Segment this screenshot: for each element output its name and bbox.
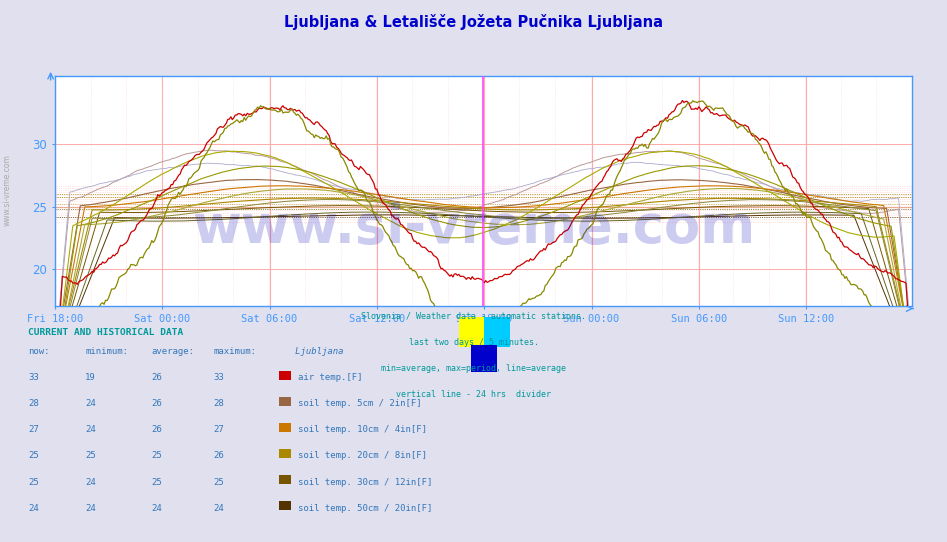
Text: minimum:: minimum: — [85, 347, 128, 357]
Text: 24: 24 — [85, 478, 96, 487]
Text: 25: 25 — [213, 478, 223, 487]
Text: air temp.[F]: air temp.[F] — [298, 373, 363, 383]
Text: 26: 26 — [213, 451, 223, 461]
Text: 24: 24 — [213, 504, 223, 513]
Text: Ljubljana: Ljubljana — [279, 347, 344, 357]
Text: 26: 26 — [152, 373, 162, 383]
Text: 19: 19 — [85, 373, 96, 383]
Text: soil temp. 50cm / 20in[F]: soil temp. 50cm / 20in[F] — [298, 504, 433, 513]
Text: 24: 24 — [85, 425, 96, 435]
Text: 27: 27 — [213, 425, 223, 435]
Text: soil temp. 10cm / 4in[F]: soil temp. 10cm / 4in[F] — [298, 425, 427, 435]
Text: 25: 25 — [28, 478, 39, 487]
Text: 26: 26 — [152, 425, 162, 435]
Text: average:: average: — [152, 347, 194, 357]
Text: 24: 24 — [85, 504, 96, 513]
Text: 24: 24 — [152, 504, 162, 513]
Text: last two days / 5 minutes.: last two days / 5 minutes. — [408, 338, 539, 347]
Text: Ljubljana & Letališče Jožeta Pučnika Ljubljana: Ljubljana & Letališče Jožeta Pučnika Lju… — [284, 14, 663, 30]
Text: soil temp. 20cm / 8in[F]: soil temp. 20cm / 8in[F] — [298, 451, 427, 461]
Text: soil temp. 5cm / 2in[F]: soil temp. 5cm / 2in[F] — [298, 399, 422, 409]
Text: 24: 24 — [28, 504, 39, 513]
Text: www.si-vreme.com: www.si-vreme.com — [3, 154, 12, 225]
Text: Slovenia / Weather data - automatic stations.: Slovenia / Weather data - automatic stat… — [361, 312, 586, 321]
Text: www.si-vreme.com: www.si-vreme.com — [192, 202, 755, 254]
Text: 28: 28 — [213, 399, 223, 409]
Text: CURRENT AND HISTORICAL DATA: CURRENT AND HISTORICAL DATA — [28, 328, 184, 337]
Text: soil temp. 30cm / 12in[F]: soil temp. 30cm / 12in[F] — [298, 478, 433, 487]
Text: min=average, max=period, line=average: min=average, max=period, line=average — [381, 364, 566, 373]
Text: 33: 33 — [28, 373, 39, 383]
Text: 27: 27 — [28, 425, 39, 435]
Text: 24: 24 — [85, 399, 96, 409]
Text: 33: 33 — [213, 373, 223, 383]
Text: 25: 25 — [152, 478, 162, 487]
Text: 28: 28 — [28, 399, 39, 409]
Text: 26: 26 — [152, 399, 162, 409]
Text: maximum:: maximum: — [213, 347, 256, 357]
Text: now:: now: — [28, 347, 50, 357]
Text: 25: 25 — [85, 451, 96, 461]
Text: vertical line - 24 hrs  divider: vertical line - 24 hrs divider — [396, 390, 551, 399]
Text: 25: 25 — [28, 451, 39, 461]
Text: 25: 25 — [152, 451, 162, 461]
